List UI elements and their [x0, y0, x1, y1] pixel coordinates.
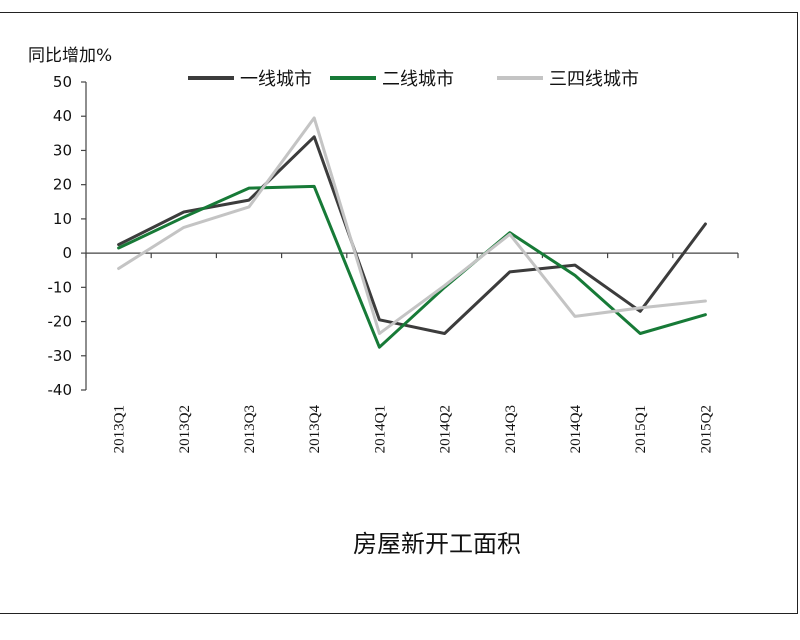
x-tick-label: 2014Q3	[503, 405, 519, 453]
x-tick-label: 2013Q1	[112, 405, 128, 453]
x-tick-label: 2015Q1	[633, 405, 649, 453]
y-tick-label: 10	[53, 210, 72, 228]
series-line-2	[117, 184, 707, 349]
x-tick-label: 2013Q3	[242, 405, 258, 453]
x-tick-label: 2013Q2	[177, 405, 193, 453]
x-tick-label: 2014Q1	[372, 405, 388, 453]
y-tick-label: 30	[53, 141, 72, 159]
y-tick-label: 20	[53, 176, 72, 194]
y-tick-label: -40	[48, 381, 73, 399]
chart-frame	[0, 12, 798, 614]
x-tick-label: 2014Q2	[438, 405, 454, 453]
axes: 50 40 30 20 10 0 -10 -20 -30 -40 2013Q1 2013Q2 2013Q…	[48, 73, 739, 453]
legend-label-1: 一线城市	[240, 69, 312, 90]
y-tick-label: -10	[48, 278, 73, 296]
x-tick-label: 2013Q4	[307, 405, 323, 454]
y-tick-label: 40	[53, 107, 72, 125]
series-lines	[117, 116, 707, 349]
series-line-1	[117, 135, 707, 335]
y-tick-label: 50	[53, 73, 72, 91]
y-axis-label: 同比增加%	[28, 46, 112, 66]
x-tick-label: 2015Q2	[698, 405, 714, 453]
legend: 一线城市 二线城市 三四线城市	[188, 69, 639, 90]
chart-title: 房屋新开工面积	[353, 530, 521, 558]
x-tick-label: 2014Q4	[568, 405, 584, 454]
y-tick-label: 0	[62, 244, 72, 262]
legend-label-3: 三四线城市	[549, 69, 639, 90]
series-line-3	[117, 116, 707, 335]
y-tick-label: -20	[48, 313, 73, 331]
y-tick-label: -30	[48, 347, 73, 365]
legend-label-2: 二线城市	[382, 69, 454, 90]
